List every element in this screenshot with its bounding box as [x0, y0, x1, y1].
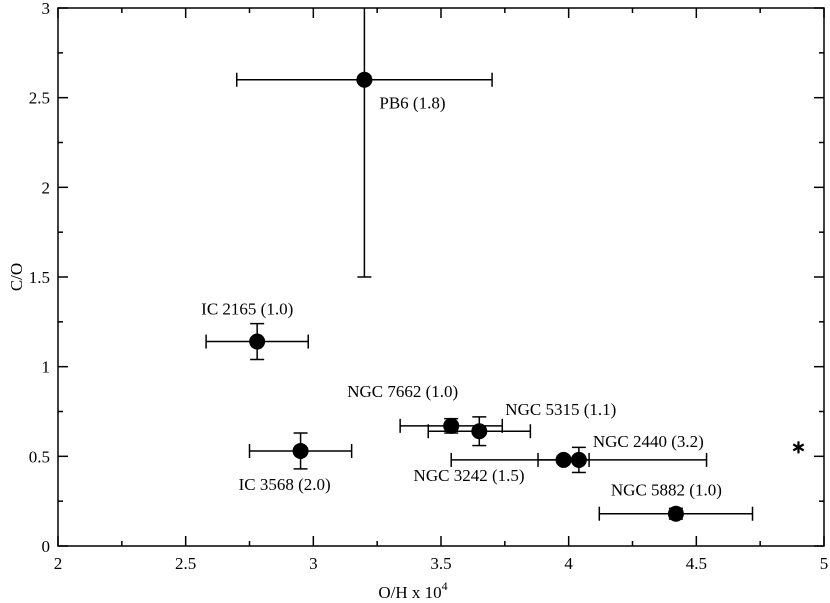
y-tick-label: 0	[42, 537, 51, 556]
y-tick-label: 0.5	[29, 447, 50, 466]
x-tick-label: 4.5	[686, 554, 707, 573]
x-tick-label: 2	[54, 554, 63, 573]
point-label: PB6 (1.8)	[379, 94, 445, 113]
y-tick-label: 2	[42, 178, 51, 197]
x-axis-label-text: O/H x 10	[378, 583, 441, 602]
x-tick-label: 3	[309, 554, 318, 573]
x-tick-label: 4	[564, 554, 573, 573]
point-label: IC 2165 (1.0)	[201, 300, 293, 319]
asterisk-stroke	[792, 443, 805, 452]
point-label: NGC 7662 (1.0)	[347, 382, 458, 401]
data-point	[356, 71, 373, 88]
point-label: NGC 5315 (1.1)	[505, 400, 616, 419]
data-point	[292, 442, 309, 459]
plot-area	[205, 8, 805, 522]
point-label: IC 3568 (2.0)	[239, 475, 331, 494]
y-axis-label: C/O	[7, 263, 26, 291]
y-tick-label: 1	[42, 358, 51, 377]
point-label: NGC 3242 (1.5)	[414, 466, 525, 485]
x-tick-label: 5	[820, 554, 829, 573]
y-tick-label: 2.5	[29, 89, 50, 108]
x-axis-label: O/H x 104	[378, 579, 447, 602]
x-tick-label: 2.5	[175, 554, 196, 573]
point-label: NGC 2440 (3.2)	[593, 432, 704, 451]
data-point	[443, 417, 460, 434]
data-point	[471, 423, 488, 440]
point-label: NGC 5882 (1.0)	[611, 481, 722, 500]
y-tick-label: 1.5	[29, 268, 50, 287]
asterisk-point	[792, 441, 805, 454]
y-tick-label: 3	[42, 0, 51, 18]
data-point	[249, 333, 266, 350]
x-tick-label: 3.5	[430, 554, 451, 573]
data-point	[667, 505, 684, 522]
data-point	[570, 451, 587, 468]
x-axis-label-exponent: 4	[442, 579, 448, 593]
